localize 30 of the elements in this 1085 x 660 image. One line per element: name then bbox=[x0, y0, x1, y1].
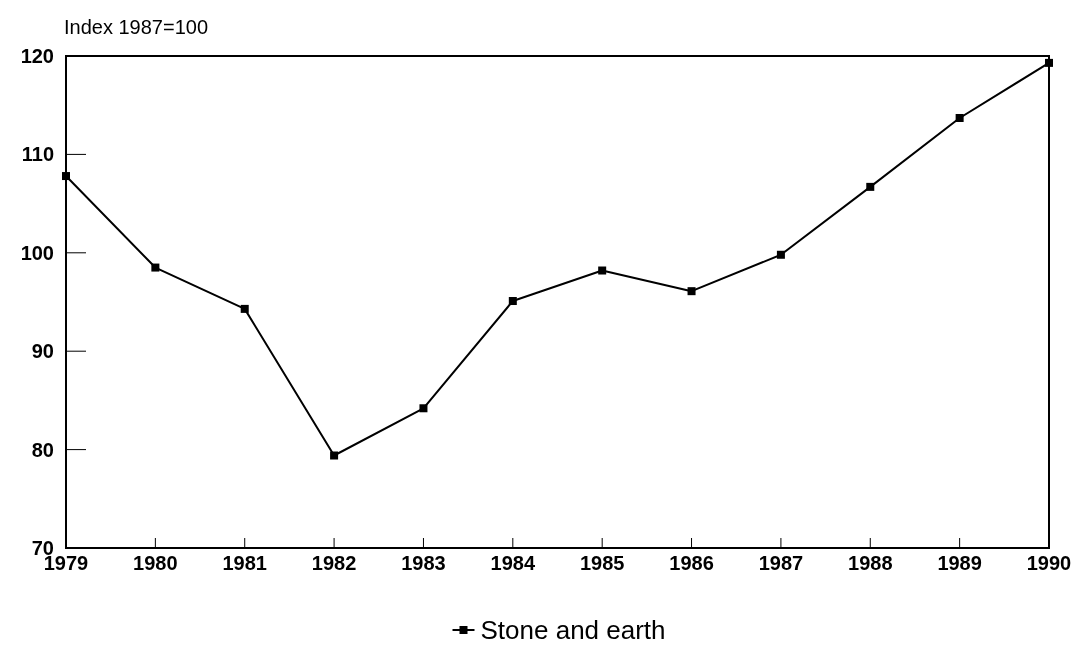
x-tick-label: 1985 bbox=[579, 552, 625, 574]
point bbox=[866, 182, 875, 191]
x-tick-label: 1983 bbox=[401, 552, 446, 574]
x-tick-label: 1980 bbox=[133, 552, 178, 574]
y-tick-label: 80 bbox=[31, 438, 54, 461]
point bbox=[508, 297, 517, 306]
x-tick-label: 1990 bbox=[1026, 552, 1072, 574]
y-tick-label: 100 bbox=[20, 241, 54, 264]
x-tick-label: 1981 bbox=[222, 552, 267, 574]
point bbox=[151, 263, 160, 272]
x-tick-label: 1987 bbox=[758, 552, 804, 574]
y-axis-title: Index 1987=100 bbox=[64, 16, 209, 38]
x-tick-label: 1982 bbox=[311, 552, 357, 574]
point bbox=[955, 113, 964, 122]
point bbox=[1045, 58, 1053, 67]
x-tick-label: 1986 bbox=[669, 552, 714, 574]
x-tick-label: 1988 bbox=[848, 552, 893, 574]
point bbox=[776, 250, 785, 259]
point bbox=[687, 287, 696, 296]
point bbox=[598, 266, 607, 275]
point bbox=[330, 451, 339, 460]
legend-label: Stone and earth bbox=[480, 615, 666, 646]
y-tick-label: 90 bbox=[31, 340, 54, 363]
x-tick-label: 1984 bbox=[490, 552, 536, 574]
y-tick-label: 120 bbox=[20, 45, 54, 67]
y-tick-label: 110 bbox=[21, 143, 54, 166]
point bbox=[240, 304, 249, 313]
point bbox=[419, 404, 428, 413]
x-tick-label: 1989 bbox=[937, 552, 982, 574]
point bbox=[62, 172, 70, 181]
